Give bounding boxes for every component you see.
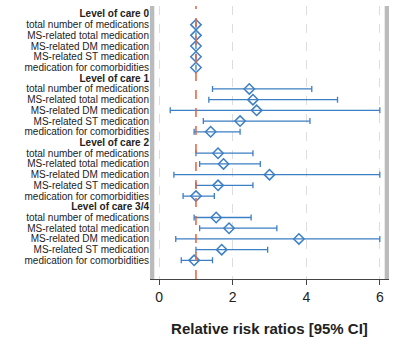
svg-text:medication for comorbidities: medication for comorbidities [25, 255, 150, 266]
svg-text:MS-related ST medication: MS-related ST medication [34, 51, 149, 62]
svg-text:total number of medications: total number of medications [26, 148, 149, 159]
svg-text:6: 6 [376, 289, 384, 305]
svg-text:medication for comorbidities: medication for comorbidities [25, 191, 150, 202]
svg-text:0: 0 [155, 289, 163, 305]
svg-text:medication for comorbidities: medication for comorbidities [25, 62, 150, 73]
svg-text:MS-related total medication: MS-related total medication [27, 30, 149, 41]
svg-text:MS-related total medication: MS-related total medication [27, 94, 149, 105]
svg-text:Level of care 0: Level of care 0 [80, 8, 150, 19]
svg-text:MS-related ST medication: MS-related ST medication [34, 116, 149, 127]
svg-text:medication for comorbidities: medication for comorbidities [25, 126, 150, 137]
svg-text:MS-related ST medication: MS-related ST medication [34, 180, 149, 191]
svg-text:total number of medications: total number of medications [26, 19, 149, 30]
svg-text:MS-related total medication: MS-related total medication [27, 223, 149, 234]
svg-text:total number of medications: total number of medications [26, 83, 149, 94]
svg-text:MS-related ST medication: MS-related ST medication [34, 244, 149, 255]
svg-text:Level of care 2: Level of care 2 [80, 137, 150, 148]
svg-text:Level of care 1: Level of care 1 [80, 73, 150, 84]
svg-text:Level of care 3/4: Level of care 3/4 [71, 201, 149, 212]
svg-text:Relative risk ratios [95% CI]: Relative risk ratios [95% CI] [171, 320, 368, 337]
svg-text:2: 2 [229, 289, 237, 305]
svg-text:MS-related DM medication: MS-related DM medication [31, 105, 149, 116]
svg-text:MS-related DM medication: MS-related DM medication [31, 233, 149, 244]
svg-text:MS-related total medication: MS-related total medication [27, 158, 149, 169]
svg-text:MS-related DM medication: MS-related DM medication [31, 169, 149, 180]
svg-text:MS-related DM medication: MS-related DM medication [31, 41, 149, 52]
svg-text:4: 4 [302, 289, 310, 305]
svg-text:total number of medications: total number of medications [26, 212, 149, 223]
